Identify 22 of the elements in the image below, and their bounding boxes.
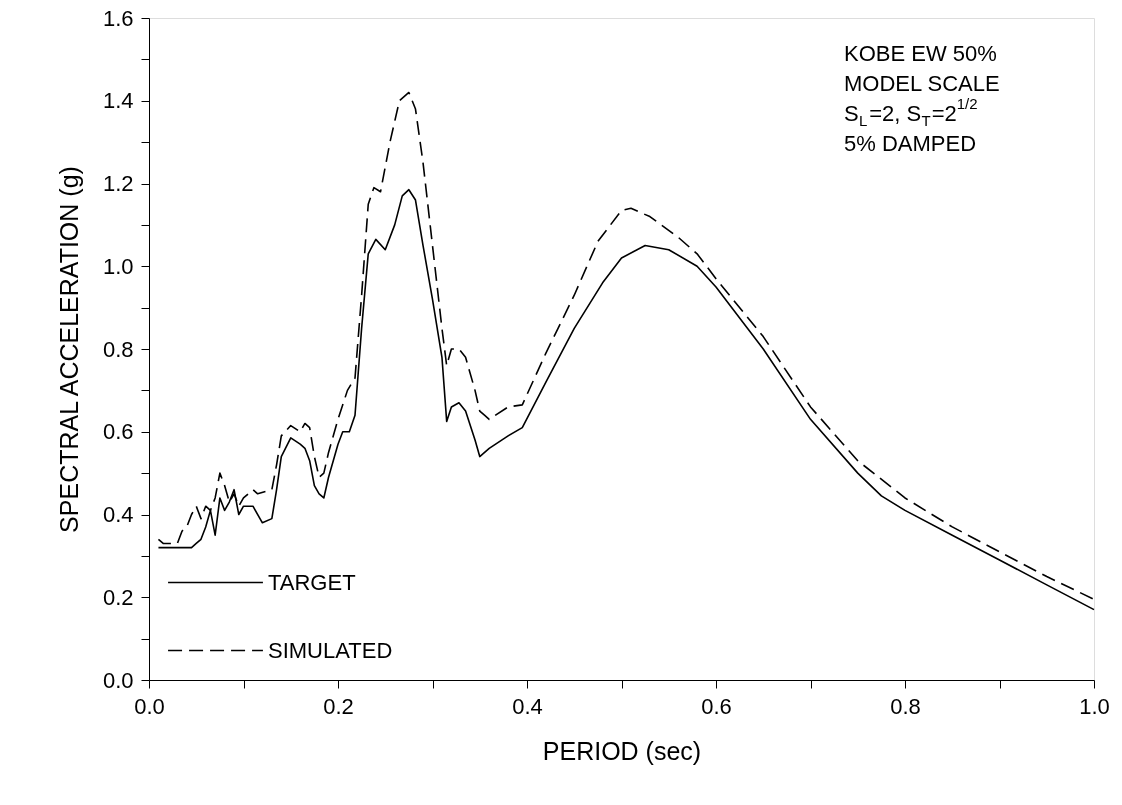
x-tick-label: 0.4 bbox=[512, 693, 543, 719]
y-tick-label: 0.0 bbox=[102, 667, 134, 693]
y-tick-label: 0.2 bbox=[102, 584, 134, 610]
y-tick-label: 1.4 bbox=[102, 88, 134, 114]
x-tick-label: 0.0 bbox=[134, 693, 165, 719]
legend-label: SIMULATED bbox=[268, 637, 393, 663]
annotation: MODEL SCALE bbox=[844, 71, 1000, 96]
y-tick-label: 1.2 bbox=[102, 171, 134, 196]
x-tick-label: 1.0 bbox=[1079, 693, 1110, 719]
y-tick-label: 1.6 bbox=[102, 5, 134, 31]
annotation: KOBE EW 50% bbox=[844, 41, 997, 66]
x-tick-label: 0.2 bbox=[323, 693, 354, 719]
y-tick-label: 1.0 bbox=[102, 253, 134, 279]
y-axis-title: SPECTRAL ACCELERATION (g) bbox=[54, 166, 83, 533]
y-tick-label: 0.6 bbox=[102, 419, 134, 445]
annotation: 5% DAMPED bbox=[844, 131, 977, 156]
x-axis-title: PERIOD (sec) bbox=[542, 736, 702, 765]
x-tick-label: 0.6 bbox=[701, 693, 732, 719]
y-tick-label: 0.8 bbox=[102, 336, 134, 362]
legend-label: TARGET bbox=[268, 569, 356, 595]
x-tick-label: 0.8 bbox=[890, 693, 921, 719]
y-tick-label: 0.4 bbox=[102, 502, 134, 527]
